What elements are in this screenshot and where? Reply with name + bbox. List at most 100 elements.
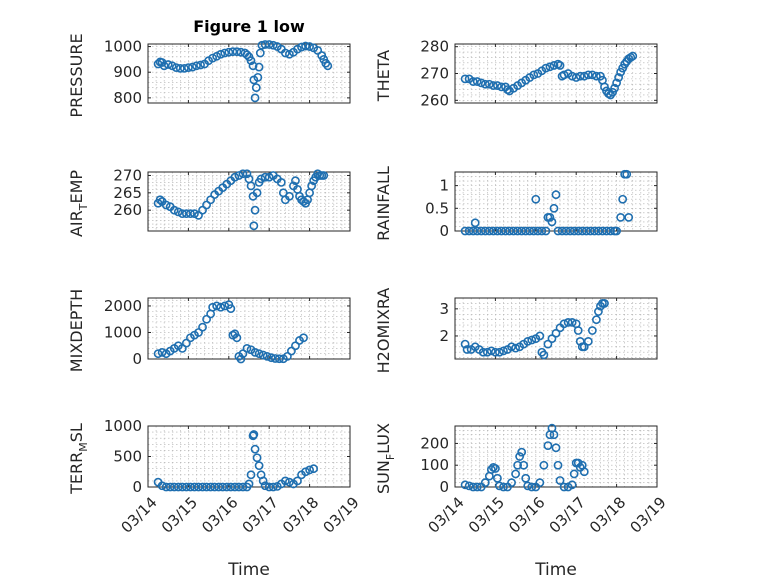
- data-point: [460, 74, 470, 84]
- data-point: [472, 77, 482, 86]
- data-point: [260, 40, 270, 49]
- data-point: [606, 226, 615, 236]
- data-point: [251, 83, 261, 93]
- data-point: [592, 71, 601, 81]
- x-tick-label: 03/17: [239, 493, 282, 536]
- data-point: [541, 226, 551, 236]
- data-point: [212, 301, 222, 311]
- data-point: [478, 347, 488, 357]
- data-point: [513, 226, 523, 236]
- data-point: [573, 226, 583, 236]
- data-point: [254, 62, 264, 72]
- data-point: [525, 226, 535, 236]
- y-axis-label: MIXDEPTH: [67, 289, 86, 372]
- data-point: [264, 172, 274, 182]
- data-point: [559, 319, 569, 329]
- data-point: [258, 476, 268, 486]
- data-point: [161, 200, 171, 210]
- data-point: [188, 62, 197, 72]
- data-point: [192, 61, 201, 71]
- subplot-h2omixra: 2 3 H2OMIXRA: [374, 288, 658, 373]
- x-tick-label: 03/15: [465, 493, 508, 536]
- data-point: [280, 476, 290, 486]
- y-tick-label: 280: [420, 38, 449, 56]
- data-point: [495, 347, 504, 357]
- data-point: [511, 343, 520, 353]
- data-point: [612, 226, 621, 236]
- data-point: [268, 482, 278, 492]
- data-point: [460, 480, 470, 490]
- axes-frame: [454, 297, 658, 360]
- data-point: [585, 226, 595, 236]
- data-point: [260, 172, 270, 182]
- data-point: [262, 351, 272, 361]
- data-point: [299, 197, 308, 206]
- data-point: [577, 226, 587, 236]
- y-axis-label: AIRTEMP: [67, 170, 90, 237]
- data-point: [490, 464, 500, 473]
- data-point: [293, 476, 302, 486]
- data-point: [252, 453, 262, 463]
- data-point: [291, 176, 300, 186]
- data-point: [249, 430, 259, 439]
- data-point: [507, 478, 516, 488]
- data-point: [157, 347, 167, 357]
- data-point: [220, 48, 230, 58]
- data-point: [169, 482, 179, 492]
- data-point: [171, 63, 181, 72]
- data-point: [190, 209, 199, 219]
- data-point: [468, 226, 478, 236]
- data-point: [214, 482, 224, 492]
- data-point: [480, 478, 490, 488]
- y-tick-label: 2000: [104, 297, 142, 315]
- data-point: [181, 209, 191, 219]
- data-point: [484, 226, 494, 236]
- data-point: [523, 481, 533, 491]
- data-point: [594, 226, 603, 236]
- x-tick-label: 03/17: [546, 493, 589, 536]
- data-point: [460, 226, 470, 236]
- data-point: [624, 212, 634, 222]
- data-point: [493, 226, 502, 236]
- data-point: [230, 482, 240, 492]
- x-axis-label: Time: [534, 560, 577, 580]
- axes-frame: [147, 43, 351, 104]
- data-point: [301, 467, 310, 477]
- data-point: [253, 72, 263, 82]
- data-point: [587, 70, 597, 80]
- data-point: [254, 461, 264, 471]
- data-point: [499, 482, 508, 492]
- data-point: [186, 482, 195, 492]
- y-axis-label: PRESSURE: [67, 33, 86, 117]
- data-point: [222, 482, 232, 492]
- data-point: [242, 343, 252, 353]
- y-tick-label: 0: [439, 478, 449, 496]
- data-point: [628, 51, 638, 61]
- data-point: [527, 335, 537, 345]
- x-tick-label: 03/16: [198, 493, 241, 536]
- data-point: [464, 481, 474, 491]
- data-point: [476, 78, 486, 88]
- x-tick-label: 03/14: [424, 493, 467, 536]
- subplot-sun-flux: 0 100 200 SUNFLUX 03/1403/1503/1603/1703/180…: [374, 423, 670, 580]
- data-point: [594, 307, 603, 316]
- data-point: [266, 353, 276, 363]
- data-point: [175, 63, 185, 73]
- data-point: [545, 212, 555, 222]
- data-point: [155, 195, 165, 205]
- data-point: [468, 77, 478, 86]
- data-point: [226, 304, 236, 314]
- y-axis-label: TERRMSL: [67, 423, 90, 495]
- data-point: [159, 61, 169, 71]
- data-point: [501, 226, 510, 236]
- x-tick-label: 03/16: [505, 493, 548, 536]
- data-point: [181, 482, 191, 492]
- data-point: [513, 460, 523, 470]
- data-point: [228, 47, 238, 57]
- data-point: [567, 71, 577, 81]
- data-point: [270, 354, 280, 363]
- y-tick-label: 3: [439, 300, 449, 318]
- data-point: [165, 482, 175, 492]
- data-point: [493, 81, 502, 90]
- data-point: [264, 40, 274, 49]
